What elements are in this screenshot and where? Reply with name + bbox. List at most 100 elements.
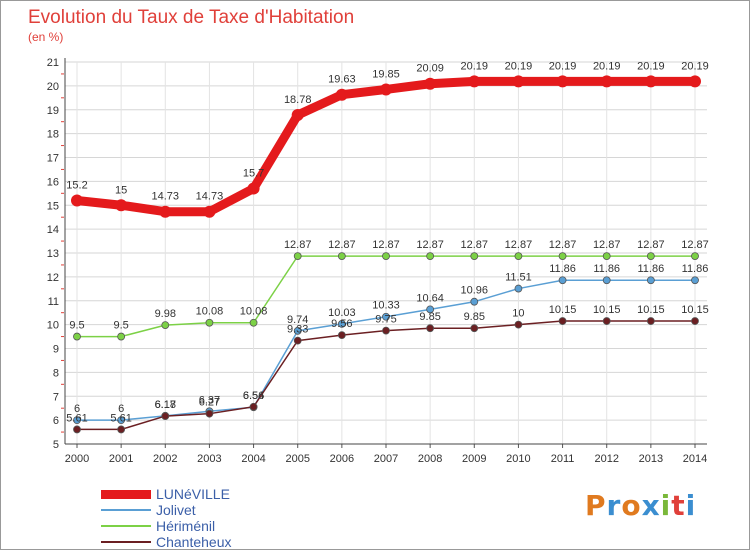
y-tick-label: 19: [47, 105, 59, 117]
data-point: [73, 425, 81, 434]
data-label: 10.15: [549, 304, 577, 316]
data-label: 12.87: [328, 239, 356, 251]
data-point: [646, 252, 655, 261]
data-point: [337, 331, 346, 340]
x-tick-label: 2013: [639, 453, 663, 465]
data-point: [293, 336, 302, 345]
x-tick-label: 2006: [330, 453, 354, 465]
data-point: [380, 83, 392, 96]
data-point: [117, 332, 126, 341]
data-point: [468, 75, 481, 88]
data-point: [691, 252, 699, 261]
data-label: 10.15: [637, 304, 665, 316]
data-label: 19.85: [372, 68, 400, 80]
legend-item: Hériménil: [101, 518, 301, 534]
legend-label: LUNéVILLE: [156, 486, 230, 502]
x-tick-label: 2003: [197, 453, 221, 465]
y-tick-label: 9: [53, 344, 59, 356]
data-point: [558, 317, 567, 325]
logo-letter: r: [606, 489, 622, 522]
data-label: 9.33: [287, 324, 308, 336]
data-point: [382, 252, 390, 261]
data-label: 11.51: [505, 272, 532, 284]
data-label: 12.87: [505, 239, 533, 251]
data-label: 9.75: [375, 314, 396, 326]
data-label: 12.87: [416, 239, 444, 251]
data-point: [514, 284, 523, 293]
legend-label: Jolivet: [156, 502, 196, 518]
data-label: 20.19: [505, 60, 533, 72]
proxiti-logo: Proxiti: [585, 489, 696, 522]
data-point: [602, 276, 611, 285]
data-label: 12.87: [461, 239, 489, 251]
data-label: 12.87: [284, 239, 312, 251]
logo-letter: i: [660, 489, 672, 522]
data-label: 10.15: [681, 304, 709, 316]
x-tick-label: 2004: [241, 453, 265, 465]
data-point: [73, 416, 81, 425]
y-tick-label: 12: [47, 272, 59, 284]
x-tick-label: 2000: [65, 453, 89, 465]
data-label: 18.78: [284, 94, 312, 106]
data-point: [556, 75, 569, 88]
data-point: [644, 75, 657, 88]
data-label: 11.86: [593, 263, 620, 275]
x-tick-label: 2002: [153, 453, 177, 465]
y-tick-label: 20: [47, 81, 59, 93]
data-point: [470, 297, 479, 306]
data-label: 14.73: [152, 191, 180, 203]
x-tick-label: 2005: [285, 453, 309, 465]
logo-letter: i: [685, 489, 697, 522]
data-label: 6.18: [155, 399, 176, 411]
data-point: [249, 402, 258, 411]
data-point: [426, 305, 435, 314]
data-point: [470, 324, 479, 333]
legend-item: Jolivet: [101, 502, 301, 518]
y-tick-label: 18: [47, 129, 59, 141]
x-tick-label: 2014: [683, 453, 707, 465]
y-tick-label: 11: [48, 296, 59, 308]
data-point: [293, 252, 302, 261]
data-label: 10.96: [461, 285, 489, 297]
data-point: [159, 205, 172, 218]
data-label: 10.08: [196, 306, 224, 318]
data-label: 6.17: [155, 399, 176, 411]
data-point: [691, 317, 699, 325]
x-tick-label: 2012: [594, 453, 618, 465]
data-label: 9.56: [331, 318, 352, 330]
data-point: [161, 412, 170, 420]
legend-swatch: [101, 509, 151, 511]
data-label: 9.74: [287, 314, 308, 326]
logo-letter: o: [621, 489, 642, 522]
y-tick-label: 5: [53, 439, 59, 451]
y-tick-label: 17: [47, 153, 59, 165]
data-point: [602, 317, 611, 325]
data-point: [337, 252, 346, 261]
data-point: [73, 332, 81, 341]
data-point: [470, 252, 479, 261]
chart-subtitle: (en %): [28, 30, 64, 44]
x-tick-label: 2001: [109, 453, 133, 465]
data-point: [117, 425, 126, 434]
data-point: [646, 276, 655, 285]
data-label: 10.08: [240, 306, 268, 318]
data-point: [115, 199, 128, 212]
y-tick-label: 15: [47, 200, 59, 212]
y-tick-label: 13: [47, 248, 59, 260]
x-tick-label: 2010: [506, 453, 530, 465]
data-point: [382, 326, 390, 335]
data-label: 10.15: [593, 304, 621, 316]
data-point: [558, 252, 567, 261]
data-point: [558, 276, 567, 285]
y-tick-label: 14: [47, 224, 59, 236]
data-label: 14.73: [196, 191, 224, 203]
y-tick-label: 6: [53, 415, 59, 427]
data-label: 12.87: [681, 239, 709, 251]
data-label: 19.63: [328, 74, 356, 86]
y-tick-label: 7: [53, 391, 59, 403]
data-label: 15: [115, 184, 127, 196]
legend-swatch: [101, 525, 151, 527]
data-label: 20.19: [593, 60, 621, 72]
data-label: 6.56: [243, 390, 264, 402]
data-point: [293, 326, 302, 335]
